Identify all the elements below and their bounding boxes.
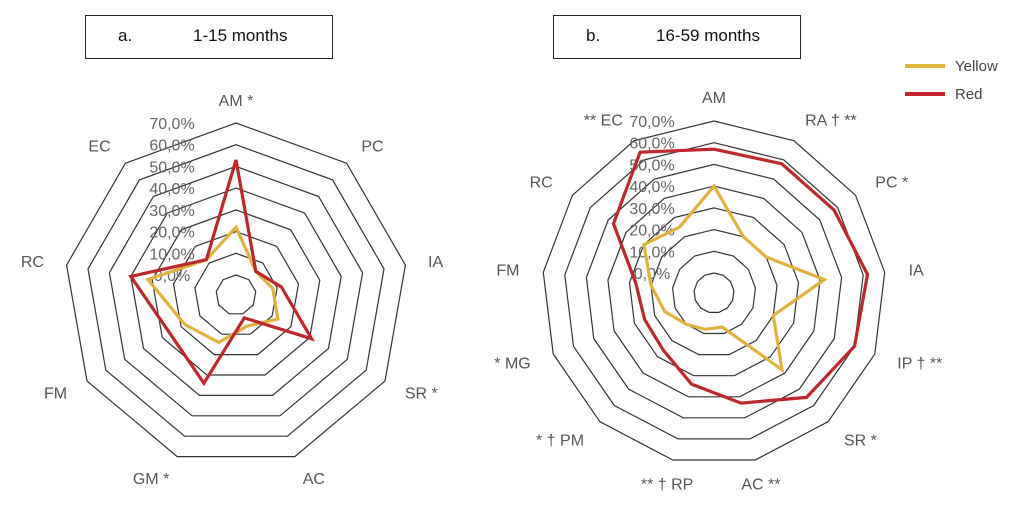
radar-panel-a: 0,0% 10,0% 20,0% 30,0% 40,0% 50,0% 60,0% 70,0% A… xyxy=(21,93,444,488)
axis-label-a-8: EC xyxy=(88,139,110,156)
axis-label-b-3: IA xyxy=(909,262,924,279)
tick-label-b-2: 20,0% xyxy=(629,223,674,240)
legend: Yellow Red xyxy=(905,52,998,108)
axis-label-a-1: PC xyxy=(361,139,383,156)
grid-ring-a-3 xyxy=(151,209,321,376)
grid-ring-a-0 xyxy=(215,274,257,315)
axis-label-b-10: FM xyxy=(496,262,519,279)
grid-ring-a-6 xyxy=(87,144,385,437)
axis-label-b-7: ** † RP xyxy=(641,476,693,493)
tick-label-a-4: 40,0% xyxy=(149,181,194,198)
axis-label-a-5: GM * xyxy=(133,471,169,488)
grid-ring-b-2 xyxy=(650,228,778,356)
tick-label-b-6: 60,0% xyxy=(629,136,674,153)
axis-label-a-0: AM * xyxy=(219,93,254,110)
legend-swatch-yellow xyxy=(905,64,945,68)
tick-label-a-6: 60,0% xyxy=(149,138,194,155)
axis-label-b-1: RA † ** xyxy=(805,112,857,129)
radar-panel-b: 0,0% 10,0% 20,0% 30,0% 40,0% 50,0% 60,0% 70,0% A… xyxy=(494,90,942,493)
axis-label-a-4: AC xyxy=(303,471,325,488)
series-a-red xyxy=(128,159,316,387)
axis-label-b-2: PC * xyxy=(875,175,908,192)
panel-b-title-box: b. 16-59 months xyxy=(553,15,801,59)
axis-label-b-12: ** EC xyxy=(584,112,623,129)
legend-item-yellow: Yellow xyxy=(905,52,998,80)
grid-ring-a-5 xyxy=(108,165,364,417)
axis-label-b-0: AM xyxy=(702,90,726,107)
series-b-red xyxy=(611,147,870,405)
tick-label-b-4: 40,0% xyxy=(629,179,674,196)
grid-ring-b-1 xyxy=(671,250,757,335)
axis-label-b-4: IP † ** xyxy=(897,356,942,373)
tick-label-b-5: 50,0% xyxy=(629,157,674,174)
axis-label-b-5: SR * xyxy=(844,433,877,450)
tick-label-b-7: 70,0% xyxy=(629,114,674,131)
tick-label-b-3: 30,0% xyxy=(629,201,674,218)
panel-b-title: 16-59 months xyxy=(656,26,760,45)
tick-label-a-5: 50,0% xyxy=(149,159,194,176)
panel-b-letter: b. xyxy=(586,26,601,45)
axis-label-a-2: IA xyxy=(428,254,443,271)
panel-a-letter: a. xyxy=(118,26,133,45)
axis-label-b-11: RC xyxy=(530,175,553,192)
axis-label-b-9: * MG xyxy=(494,356,530,373)
series-b-yellow xyxy=(642,183,828,374)
legend-item-red: Red xyxy=(905,80,998,108)
tick-label-a-3: 30,0% xyxy=(149,203,194,220)
grid-ring-b-6 xyxy=(564,142,864,440)
grid-ring-b-4 xyxy=(607,185,821,398)
tick-label-b-1: 10,0% xyxy=(629,244,674,261)
grid-ring-b-3 xyxy=(628,207,800,377)
tick-label-b-0: 0,0% xyxy=(634,266,670,283)
tick-label-a-2: 20,0% xyxy=(149,225,194,242)
grid-ring-a-7 xyxy=(65,122,407,458)
legend-label-yellow: Yellow xyxy=(955,57,998,75)
grid-ring-b-0 xyxy=(693,272,735,313)
axis-label-a-6: FM xyxy=(44,386,67,403)
grid-ring-b-5 xyxy=(585,163,843,419)
tick-label-a-7: 70,0% xyxy=(149,116,194,133)
panel-a-title-box: a. 1-15 months xyxy=(85,15,333,59)
axis-label-b-6: AC ** xyxy=(741,476,780,493)
axis-label-b-8: * † PM xyxy=(536,433,584,450)
legend-swatch-red xyxy=(905,92,945,96)
panel-a-title: 1-15 months xyxy=(193,26,288,45)
axis-label-a-7: RC xyxy=(21,254,44,271)
axis-label-a-3: SR * xyxy=(405,386,438,403)
legend-label-red: Red xyxy=(955,85,983,103)
grid-ring-b-7 xyxy=(542,120,886,461)
tick-label-a-1: 10,0% xyxy=(149,246,194,263)
grid-ring-a-4 xyxy=(130,187,342,396)
tick-label-a-0: 0,0% xyxy=(154,268,190,285)
